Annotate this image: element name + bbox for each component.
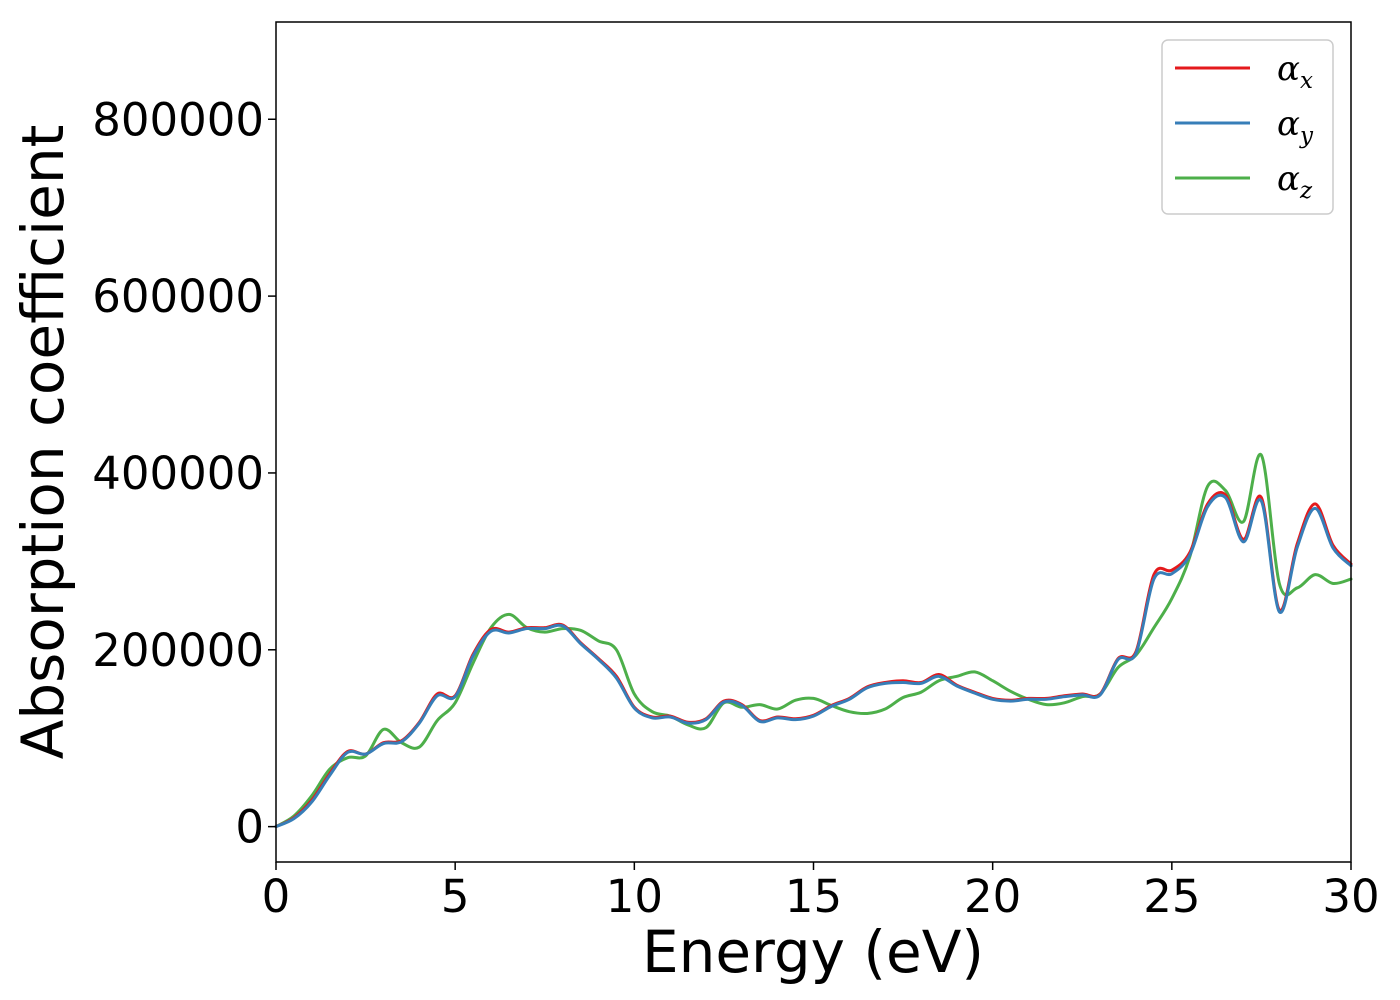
y-tick-label: 0 — [235, 801, 264, 854]
series-layer — [274, 452, 1353, 829]
x-tick-label: 10 — [606, 870, 663, 923]
x-tick-label: 25 — [1143, 870, 1200, 923]
y-axis-label: Absorption coefficient — [9, 125, 77, 760]
legend-box — [1161, 39, 1334, 215]
y-axis-ticks: 0 200000 400000 600000 800000 — [92, 93, 276, 854]
series-line-z — [274, 452, 1353, 829]
y-tick-label: 200000 — [92, 624, 264, 677]
x-tick-label: 0 — [262, 870, 291, 923]
legend: αx αy αz — [1161, 39, 1334, 215]
x-axis-ticks: 0 5 10 15 20 25 30 — [262, 862, 1380, 923]
legend-label-y: αy — [1277, 104, 1314, 149]
legend-label-z: αz — [1277, 159, 1313, 204]
y-tick-label: 600000 — [92, 270, 264, 323]
x-tick-label: 20 — [964, 870, 1021, 923]
y-tick-label: 400000 — [92, 447, 264, 500]
x-tick-label: 5 — [441, 870, 470, 923]
y-tick-label: 800000 — [92, 93, 264, 146]
series-line-y — [274, 493, 1353, 829]
x-tick-label: 15 — [785, 870, 842, 923]
x-axis-label: Energy (eV) — [642, 918, 984, 986]
legend-label-x: αx — [1277, 49, 1313, 94]
x-tick-label: 30 — [1322, 870, 1379, 923]
